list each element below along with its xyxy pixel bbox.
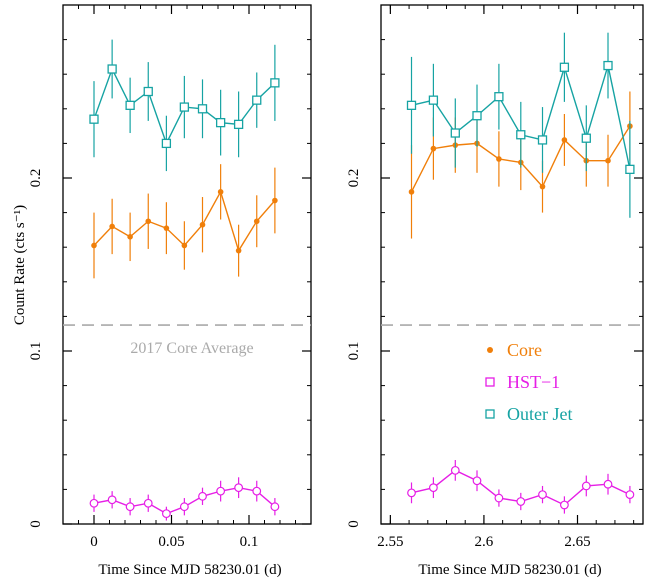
legend-hst1-label: HST−1 — [507, 372, 560, 392]
data-point — [625, 490, 635, 499]
data-point — [494, 493, 504, 503]
legend-hst1-marker — [485, 377, 495, 387]
reference-line-label: 2017 Core Average — [130, 340, 253, 357]
legend-core-marker — [487, 347, 493, 353]
y-tick-label: 0.1 — [28, 342, 44, 361]
data-point — [538, 490, 547, 499]
data-point — [161, 509, 171, 519]
data-point — [581, 481, 591, 491]
data-point — [516, 497, 526, 506]
data-point — [145, 218, 152, 225]
data-point — [234, 483, 244, 493]
panel-right: 2.55 2.6 2.65 0 0.1 0.2 Time Since MJD 58230.… — [346, 4, 644, 578]
data-point — [125, 100, 135, 110]
data-point — [127, 234, 133, 240]
data-point — [472, 111, 482, 121]
data-point — [605, 157, 611, 164]
data-point — [179, 102, 190, 112]
y-tick-label: 0 — [346, 520, 362, 528]
data-point — [91, 242, 97, 249]
data-point — [450, 128, 460, 138]
data-point — [496, 156, 502, 162]
data-point — [143, 86, 153, 97]
data-point — [215, 117, 226, 128]
series-group — [89, 39, 280, 521]
data-point — [539, 183, 546, 190]
data-point — [253, 218, 260, 225]
data-point — [450, 465, 460, 475]
data-point — [494, 92, 504, 102]
data-point — [252, 95, 262, 105]
ticks-group: 2.55 2.6 2.65 0 0.1 0.2 — [346, 4, 643, 550]
panel-right-frame — [380, 4, 644, 525]
data-point — [107, 64, 117, 74]
data-point — [179, 502, 189, 512]
x-tick-label: 0.05 — [158, 534, 184, 550]
y-tick-label: 0.2 — [28, 169, 44, 188]
legend: Core HST−1 Outer Jet — [485, 340, 572, 424]
x-tick-label: 2.6 — [475, 534, 494, 550]
data-point — [181, 242, 188, 249]
x-axis-title-right: Time Since MJD 58230.01 (d) — [418, 562, 601, 578]
data-point — [428, 95, 439, 105]
data-point — [581, 133, 591, 143]
data-point — [516, 130, 526, 140]
data-point — [537, 135, 548, 145]
data-point — [125, 502, 135, 512]
data-point — [161, 138, 172, 149]
data-point — [472, 476, 482, 486]
data-point — [560, 500, 569, 510]
data-point — [198, 491, 207, 501]
data-point — [252, 486, 262, 496]
series-group — [406, 32, 635, 514]
x-tick-label: 2.55 — [377, 534, 403, 550]
legend-outer-jet-label: Outer Jet — [507, 404, 572, 424]
x-axis-title-left: Time Since MJD 58230.01 (d) — [98, 562, 281, 578]
data-point — [603, 60, 613, 71]
data-point — [109, 223, 115, 230]
y-tick-label: 0.1 — [346, 342, 362, 361]
data-point — [89, 498, 99, 508]
y-tick-label: 0.2 — [346, 169, 362, 188]
data-point — [270, 502, 280, 512]
data-point — [561, 137, 568, 143]
data-point — [406, 100, 417, 110]
data-point — [429, 483, 438, 493]
legend-core-label: Core — [507, 340, 542, 360]
data-point — [197, 104, 208, 114]
data-point — [89, 114, 99, 124]
data-point — [625, 164, 635, 175]
data-point — [270, 78, 280, 88]
data-point — [199, 221, 206, 228]
data-point — [163, 225, 170, 231]
data-point — [603, 479, 613, 489]
y-tick-label: 0 — [28, 520, 44, 528]
data-point — [233, 119, 244, 130]
data-point — [217, 189, 224, 195]
ticks-group: 0 0.05 0.1 0 0.1 0.2 — [28, 4, 312, 550]
data-point — [216, 486, 226, 496]
x-tick-label: 0.1 — [240, 534, 259, 550]
y-axis-title: Count Rate (cts s⁻¹) — [12, 205, 28, 325]
data-point — [235, 247, 242, 254]
data-point — [143, 498, 153, 508]
panel-left: 2017 Core Average 0 0.05 0.1 0 0.1 0.2 Time S… — [12, 4, 312, 578]
data-point — [407, 488, 416, 498]
data-point — [107, 495, 117, 505]
x-tick-label: 2.65 — [564, 534, 590, 550]
legend-outer-jet-marker — [485, 409, 495, 419]
x-tick-label: 0 — [90, 534, 98, 550]
data-point — [272, 197, 278, 204]
data-point — [408, 189, 415, 195]
data-point — [430, 145, 437, 152]
data-point — [559, 62, 570, 72]
